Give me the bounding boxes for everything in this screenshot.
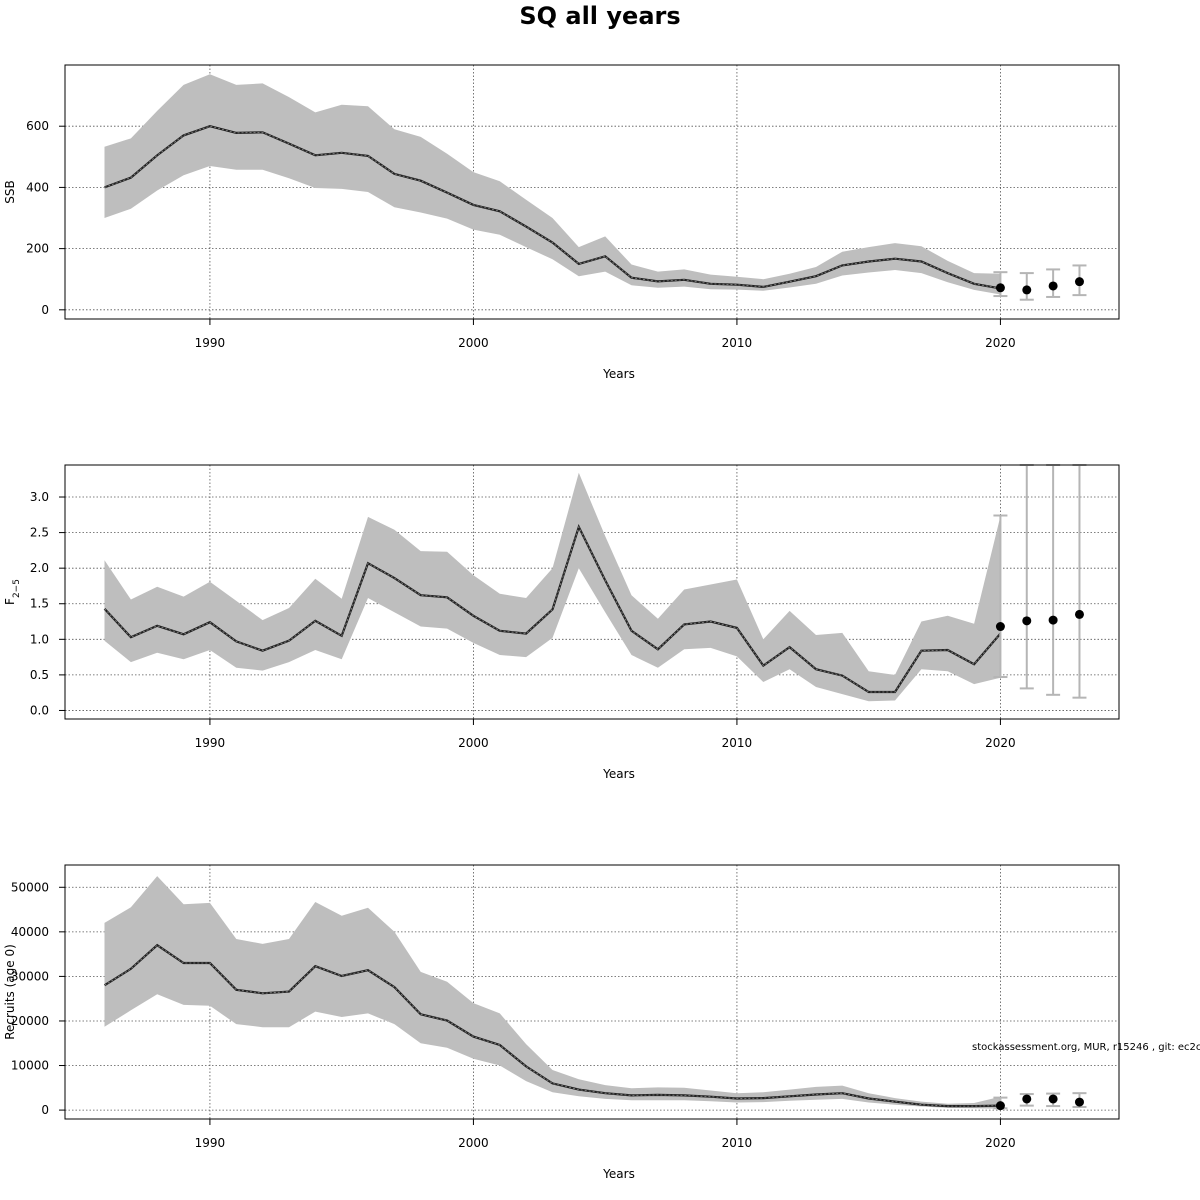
forecast-point bbox=[1022, 616, 1032, 626]
x-tick-label: 2010 bbox=[722, 736, 753, 750]
plot-frame bbox=[64, 64, 1120, 320]
estimate-line bbox=[103, 943, 1001, 1108]
x-tick-label: 2020 bbox=[985, 736, 1016, 750]
plot-frame bbox=[64, 464, 1120, 720]
x-axis-label: Years bbox=[602, 767, 635, 781]
y-tick-label: 40000 bbox=[11, 925, 49, 939]
y-tick-label: 3.0 bbox=[30, 490, 49, 504]
x-tick-label: 2010 bbox=[722, 336, 753, 350]
chart-title: SQ all years bbox=[519, 2, 680, 30]
y-axis-label: Recruits (age 0) bbox=[3, 944, 17, 1040]
x-tick-label: 1990 bbox=[195, 736, 226, 750]
confidence-band bbox=[104, 876, 1001, 1109]
forecast-point bbox=[995, 283, 1005, 293]
y-tick-label: 600 bbox=[26, 119, 49, 133]
y-tick-label: 0.0 bbox=[30, 703, 49, 717]
x-axis-label: Years bbox=[602, 367, 635, 381]
forecast-point bbox=[1048, 1094, 1058, 1104]
y-tick-label: 1.5 bbox=[30, 597, 49, 611]
forecast-point bbox=[1048, 615, 1058, 625]
y-tick-label: 2.0 bbox=[30, 561, 49, 575]
estimate-line-dash bbox=[104, 125, 1001, 289]
x-tick-label: 2020 bbox=[985, 1136, 1016, 1150]
plot-frame bbox=[64, 864, 1120, 1120]
forecast-point bbox=[1074, 277, 1084, 287]
x-tick-label: 1990 bbox=[195, 336, 226, 350]
forecast-point bbox=[995, 1101, 1005, 1111]
y-tick-label: 400 bbox=[26, 180, 49, 194]
estimate-line-dash bbox=[104, 525, 1001, 693]
x-tick-label: 1990 bbox=[195, 1136, 226, 1150]
y-tick-label: 0 bbox=[41, 303, 49, 317]
y-axis-label: F2−5 bbox=[3, 579, 22, 605]
x-tick-label: 2000 bbox=[458, 336, 489, 350]
confidence-band bbox=[104, 74, 1001, 295]
x-tick-label: 2020 bbox=[985, 336, 1016, 350]
y-tick-label: 0.5 bbox=[30, 668, 49, 682]
forecast-point bbox=[1074, 1097, 1084, 1107]
forecast-point bbox=[1022, 285, 1032, 295]
forecast-point bbox=[995, 622, 1005, 632]
y-tick-label: 10000 bbox=[11, 1059, 49, 1073]
y-axis-label-subscript: 2−5 bbox=[12, 579, 22, 598]
panel-ssb: 1990 2000 2010 2020 0 200 400 600 Years SSB bbox=[3, 64, 1120, 381]
y-tick-label: 50000 bbox=[11, 880, 49, 894]
panel-recruits: 1990 2000 2010 2020 0 10000 20000 30000 40000 500… bbox=[3, 864, 1120, 1181]
forecast-point bbox=[1074, 609, 1084, 619]
x-axis-label: Years bbox=[602, 1167, 635, 1181]
panel-fishing-mortality: 1990 2000 2010 2020 0.0 0.5 1.0 1.5 2.0 2.5 3.0 Yea… bbox=[3, 464, 1120, 781]
y-tick-label: 30000 bbox=[11, 969, 49, 983]
confidence-band bbox=[104, 472, 1001, 702]
y-tick-label: 2.5 bbox=[30, 526, 49, 540]
y-tick-label: 20000 bbox=[11, 1014, 49, 1028]
forecast-point bbox=[1048, 281, 1058, 291]
forecast-point bbox=[1022, 1094, 1032, 1104]
y-tick-label: 0 bbox=[41, 1103, 49, 1117]
x-tick-label: 2000 bbox=[458, 1136, 489, 1150]
x-tick-label: 2000 bbox=[458, 736, 489, 750]
footnote: stockassessment.org, MUR, r15246 , git: … bbox=[972, 1042, 1200, 1053]
y-axis-label: SSB bbox=[3, 180, 17, 203]
x-tick-label: 2010 bbox=[722, 1136, 753, 1150]
y-tick-label: 1.0 bbox=[30, 632, 49, 646]
y-tick-label: 200 bbox=[26, 242, 49, 256]
